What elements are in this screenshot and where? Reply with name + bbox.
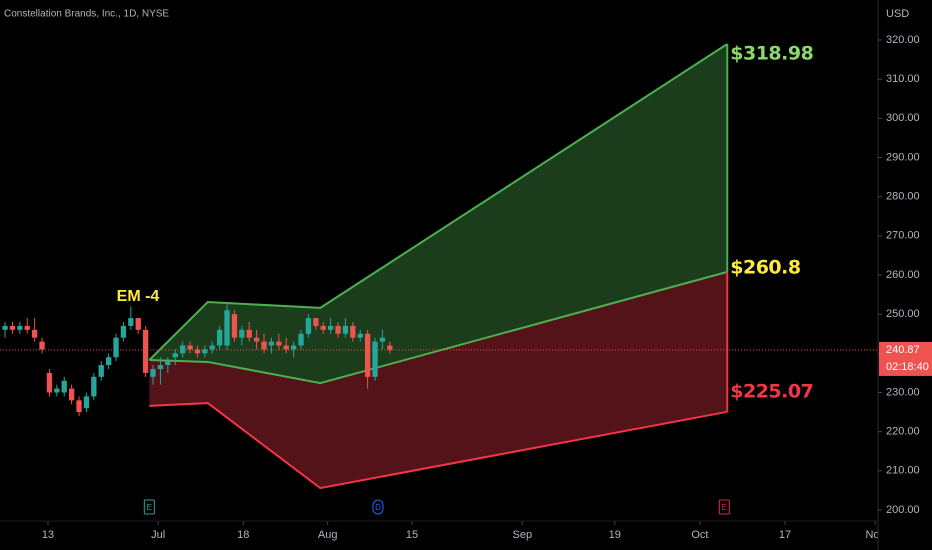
candle-body [320,325,326,330]
candle-body [157,365,164,369]
chart-title: Constellation Brands, Inc., 1D, NYSE [4,9,169,20]
candle-body [142,329,149,373]
y-tick-label: 290.00 [886,151,920,163]
candle-body [372,341,378,377]
x-tick-label: Sep [512,529,532,541]
candle-body [9,325,16,330]
candle-body [24,325,30,330]
axis-unit: USD [886,8,909,20]
candle-body [342,325,349,334]
candle-body [194,349,201,354]
x-tick-label: Oct [691,529,708,541]
annotation: EM -4 [117,288,160,305]
candle-body [209,345,215,350]
candle-body [224,310,230,346]
candle-body [379,337,386,342]
price-tag [879,341,932,376]
x-tick-label: 18 [237,529,249,541]
y-tick-label: 320.00 [886,34,920,46]
event-marker [372,499,384,515]
candle-body [202,349,208,354]
candle-body [68,388,75,401]
y-tick-label: 270.00 [886,230,920,242]
y-tick-label: 260.00 [886,269,920,281]
candle-body [54,388,60,393]
candle-body [313,318,319,326]
event-label: E [722,503,727,512]
plot-area: 13 Jul 18 Aug 15 Sep 19 Oct 17 Nov $318.98 $260.8 $2… [0,42,885,541]
candle-body [231,314,238,338]
middle-line [149,270,728,385]
lower-band [149,271,728,489]
projection-label: $260.8 [730,256,801,278]
event-marker [143,499,155,515]
candle-body [135,318,141,330]
candle-body [364,333,371,377]
event-marker [718,499,730,515]
y-tick-label: 210.00 [886,465,920,477]
candle-body [17,325,23,330]
event-label: D [375,503,381,512]
candle-body [335,325,341,334]
x-tick-label: 13 [42,529,54,541]
candle-body [76,400,82,413]
candle-body [246,329,252,338]
x-tick-label: 17 [779,529,791,541]
y-tick-label: 280.00 [886,191,920,203]
candle-body [120,325,127,338]
candle-body [283,345,289,350]
upper-line [148,43,728,361]
candle-body [61,380,67,393]
y-tick-label: 310.00 [886,73,920,85]
candle-body [165,361,171,366]
x-tick-label: Jul [151,529,165,541]
candle-body [350,325,356,338]
candle-body [268,341,275,346]
candle-body [39,341,45,350]
candle-body [179,345,186,354]
candle-body [298,333,304,346]
candle-body [253,337,260,342]
y-tick-label: 230.00 [886,386,920,398]
candle-body [261,341,267,350]
candle-body [98,365,104,377]
price-axis: 200.00210.00220.00230.00240.00250.00260.… [878,34,932,516]
candle-body [83,396,90,409]
x-tick-label: 15 [406,529,418,541]
candle-body [91,376,97,397]
candle-body [187,345,193,350]
candle-body [239,329,245,338]
y-tick-label: 200.00 [886,504,920,516]
candle-body [172,353,178,358]
candle-body [327,325,334,330]
price-tag-value: 240.87 [886,344,920,356]
candle-body [216,329,223,346]
price-tag-countdown: 02:18:40 [886,361,929,373]
candle-body [46,372,53,393]
x-tick-label: Aug [318,529,338,541]
y-tick-label: 250.00 [886,308,920,320]
candle-body [387,345,393,350]
candle-body [2,325,8,330]
candle-body [31,329,38,338]
candle-body [128,318,134,326]
y-tick-label: 300.00 [886,112,920,124]
candle-body [150,369,156,377]
candle-body [305,318,312,334]
candle-body [113,337,119,358]
candle-body [105,357,112,366]
event-label: E [147,503,152,512]
x-tick-label: 19 [609,529,621,541]
upper-band [149,43,728,384]
projection-label: $318.98 [730,42,813,64]
x-tick-label: Nov [865,529,885,541]
candle-body [276,341,282,346]
candle-body [357,333,363,338]
y-tick-label: 220.00 [886,426,920,438]
lower-line [149,402,728,490]
candle-body [290,345,297,350]
projection-label: $225.07 [730,380,813,402]
